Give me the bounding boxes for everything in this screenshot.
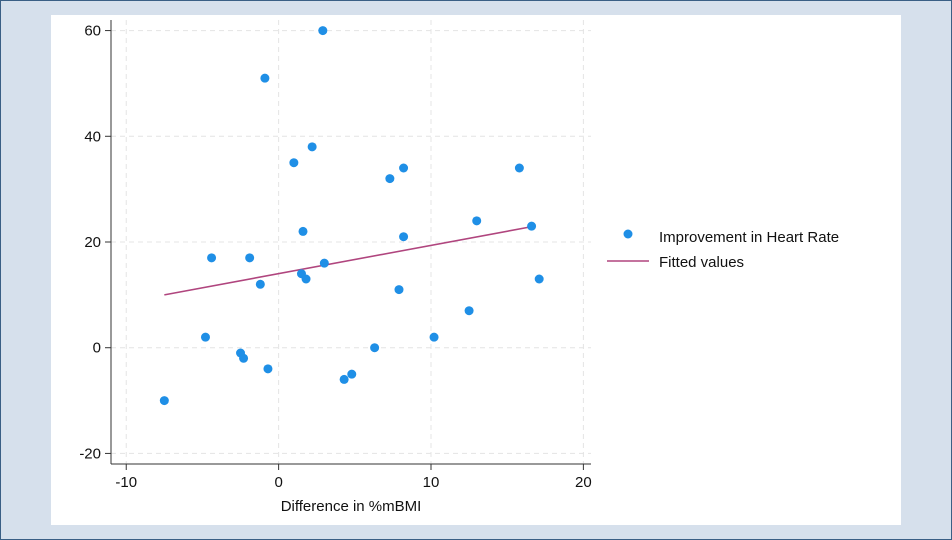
point-layer xyxy=(159,26,544,406)
x-tick-label: 20 xyxy=(575,474,592,491)
x-tick-label: 0 xyxy=(274,474,282,491)
data-point xyxy=(514,163,524,173)
data-point xyxy=(289,158,299,168)
data-point xyxy=(298,226,308,236)
y-tick-label: 60 xyxy=(84,23,101,40)
tick-label-layer: -20 0 20 40 60 -10 0 10 20 xyxy=(79,23,591,491)
data-point xyxy=(534,274,544,284)
y-tick-label: -20 xyxy=(79,445,101,462)
scatter-chart: -20 0 20 40 60 -10 0 10 20 Difference in %mBMI I… xyxy=(79,20,839,515)
x-tick-label: 10 xyxy=(423,474,440,491)
data-point xyxy=(394,285,404,295)
data-point xyxy=(255,279,265,289)
fit-line-layer xyxy=(164,225,535,296)
data-point xyxy=(370,343,380,353)
data-point xyxy=(399,232,409,242)
data-point xyxy=(318,26,328,36)
data-point xyxy=(472,216,482,226)
y-tick-label: 20 xyxy=(84,234,101,251)
data-point xyxy=(207,253,217,263)
data-point xyxy=(307,142,317,152)
data-point xyxy=(527,221,537,231)
axis-layer xyxy=(105,20,591,470)
data-point xyxy=(159,396,169,406)
data-point xyxy=(319,258,329,268)
y-tick-label: 40 xyxy=(84,128,101,145)
data-point xyxy=(239,353,249,363)
legend-marker-heart-rate xyxy=(623,229,633,239)
y-tick-label: 0 xyxy=(93,340,101,357)
data-point xyxy=(260,73,270,83)
legend-label-heart-rate: Improvement in Heart Rate xyxy=(659,229,839,246)
data-point xyxy=(385,174,395,184)
data-point xyxy=(301,274,311,284)
data-point xyxy=(347,369,357,379)
chart-panel: -20 0 20 40 60 -10 0 10 20 Difference in %mBMI I… xyxy=(51,15,901,525)
x-axis-title: Difference in %mBMI xyxy=(281,498,422,515)
x-tick-label: -10 xyxy=(115,474,137,491)
data-point xyxy=(200,332,210,342)
legend-label-fitted: Fitted values xyxy=(659,254,744,271)
data-point xyxy=(429,332,439,342)
grid-layer xyxy=(111,20,591,464)
fitted-line xyxy=(164,225,535,296)
data-point xyxy=(263,364,273,374)
legend: Improvement in Heart Rate Fitted values xyxy=(607,229,839,271)
data-point xyxy=(245,253,255,263)
data-point xyxy=(399,163,409,173)
data-point xyxy=(339,374,349,384)
data-point xyxy=(464,306,474,316)
